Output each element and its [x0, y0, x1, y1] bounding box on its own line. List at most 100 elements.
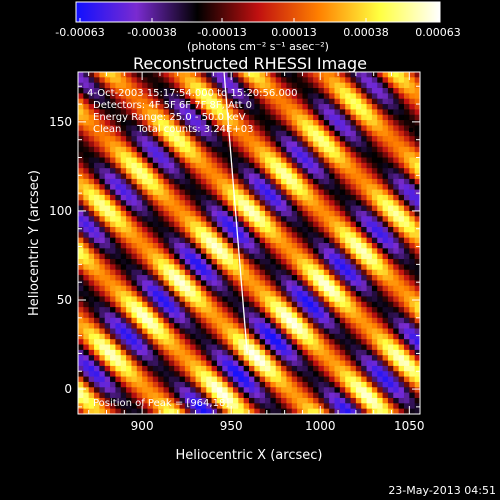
- heatmap-cell: [302, 77, 309, 84]
- heatmap-cell: [184, 82, 191, 89]
- heatmap-cell: [88, 291, 95, 298]
- heatmap-cell: [361, 98, 368, 105]
- heatmap-cell: [318, 312, 325, 319]
- heatmap-cell: [184, 130, 191, 137]
- heatmap-cell: [232, 339, 239, 346]
- heatmap-cell: [131, 371, 138, 378]
- heatmap-cell: [286, 365, 293, 372]
- heatmap-cell: [216, 264, 223, 271]
- heatmap-cell: [254, 130, 261, 137]
- heatmap-cell: [131, 136, 138, 143]
- heatmap-cell: [195, 381, 202, 388]
- heatmap-cell: [152, 371, 159, 378]
- peak-position-label: Position of Peak = [964,18]: [93, 398, 229, 409]
- heatmap-cell: [270, 98, 277, 105]
- heatmap-cell: [387, 317, 394, 324]
- heatmap-cell: [398, 333, 405, 340]
- heatmap-cell: [345, 178, 352, 185]
- heatmap-cell: [222, 280, 229, 287]
- heatmap-cell: [216, 349, 223, 356]
- heatmap-cell: [211, 173, 218, 180]
- heatmap-cell: [222, 344, 229, 351]
- heatmap-cell: [350, 82, 357, 89]
- heatmap-cell: [409, 365, 416, 372]
- heatmap-cell: [318, 296, 325, 303]
- heatmap-cell: [345, 312, 352, 319]
- heatmap-cell: [131, 178, 138, 185]
- heatmap-cell: [254, 285, 261, 292]
- heatmap-cell: [216, 333, 223, 340]
- heatmap-cell: [168, 205, 175, 212]
- heatmap-cell: [323, 253, 330, 260]
- heatmap-cell: [232, 296, 239, 303]
- heatmap-cell: [136, 360, 143, 367]
- heatmap-cell: [254, 109, 261, 116]
- heatmap-cell: [259, 397, 266, 404]
- heatmap-cell: [200, 72, 207, 78]
- heatmap-cell: [99, 141, 106, 148]
- heatmap-cell: [174, 280, 181, 287]
- heatmap-cell: [110, 72, 116, 78]
- heatmap-cell: [200, 403, 207, 410]
- heatmap-cell: [387, 408, 394, 414]
- heatmap-cell: [222, 253, 229, 260]
- heatmap-cell: [275, 152, 282, 159]
- heatmap-cell: [249, 104, 255, 110]
- heatmap-cell: [371, 82, 378, 89]
- heatmap-cell: [334, 275, 341, 281]
- heatmap-cell: [131, 173, 138, 180]
- heatmap-cell: [286, 355, 293, 362]
- heatmap-cell: [398, 312, 405, 319]
- heatmap-cell: [291, 328, 298, 335]
- heatmap-cell: [163, 371, 170, 378]
- heatmap-cell: [195, 184, 202, 191]
- heatmap-cell: [323, 194, 330, 201]
- heatmap-cell: [334, 173, 341, 180]
- heatmap-cell: [366, 98, 373, 105]
- heatmap-cell: [142, 301, 149, 308]
- heatmap-cell: [323, 344, 330, 351]
- heatmap-cell: [174, 221, 181, 228]
- heatmap-cell: [307, 136, 314, 143]
- heatmap-cell: [131, 403, 138, 410]
- heatmap-cell: [115, 88, 122, 94]
- heatmap-cell: [307, 232, 314, 239]
- heatmap-cell: [131, 226, 138, 233]
- heatmap-cell: [259, 333, 266, 340]
- heatmap-cell: [211, 130, 218, 137]
- heatmap-cell: [313, 296, 320, 303]
- heatmap-cell: [206, 328, 213, 335]
- heatmap-cell: [195, 120, 202, 127]
- heatmap-cell: [281, 360, 287, 367]
- heatmap-cell: [403, 157, 410, 164]
- heatmap-cell: [78, 157, 84, 164]
- heatmap-cell: [168, 344, 175, 351]
- heatmap-cell: [355, 317, 362, 324]
- heatmap-cell: [297, 285, 304, 292]
- heatmap-cell: [238, 157, 245, 164]
- heatmap-cell: [232, 312, 239, 319]
- heatmap-cell: [377, 264, 384, 271]
- heatmap-cell: [339, 296, 346, 303]
- heatmap-cell: [350, 317, 357, 324]
- heatmap-cell: [94, 221, 100, 228]
- heatmap-cell: [371, 285, 378, 292]
- heatmap-cell: [345, 226, 352, 233]
- heatmap-cell: [131, 312, 138, 319]
- heatmap-cell: [179, 120, 186, 127]
- heatmap-cell: [366, 226, 373, 233]
- heatmap-cell: [184, 280, 191, 287]
- heatmap-cell: [99, 82, 106, 89]
- heatmap-cell: [355, 355, 362, 362]
- heatmap-cell: [377, 360, 384, 367]
- heatmap-cell: [409, 98, 416, 105]
- heatmap-cell: [222, 371, 229, 378]
- heatmap-cell: [147, 98, 154, 105]
- heatmap-cell: [254, 339, 261, 346]
- heatmap-cell: [115, 349, 122, 356]
- heatmap-cell: [361, 344, 368, 351]
- heatmap-cell: [206, 72, 213, 78]
- heatmap-cell: [243, 221, 250, 228]
- heatmap-cell: [227, 184, 234, 191]
- heatmap-cell: [243, 392, 250, 399]
